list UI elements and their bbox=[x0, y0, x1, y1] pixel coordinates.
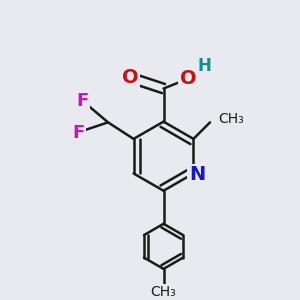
Text: N: N bbox=[189, 166, 205, 184]
Text: F: F bbox=[73, 124, 85, 142]
Text: CH₃: CH₃ bbox=[151, 285, 176, 299]
Text: H: H bbox=[197, 57, 211, 75]
Text: O: O bbox=[180, 69, 196, 88]
Text: O: O bbox=[122, 68, 139, 87]
Text: CH₃: CH₃ bbox=[218, 112, 244, 126]
Text: F: F bbox=[76, 92, 88, 110]
